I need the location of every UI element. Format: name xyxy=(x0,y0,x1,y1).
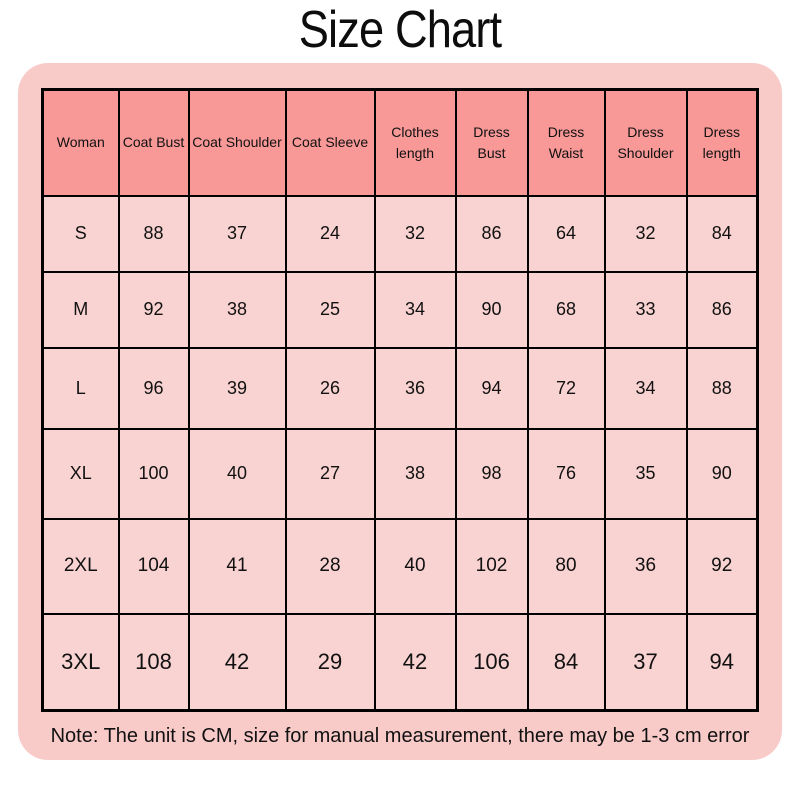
measurement-cell: 42 xyxy=(373,612,457,712)
measurement-cell: 64 xyxy=(526,194,606,273)
measurement-cell: 72 xyxy=(526,346,606,430)
measurement-cell: 38 xyxy=(373,427,457,520)
measurement-cell: 29 xyxy=(284,612,376,712)
measurement-cell: 94 xyxy=(685,612,759,712)
column-header-coat-bust: Coat Bust xyxy=(117,88,190,197)
measurement-cell: 28 xyxy=(284,517,376,615)
measurement-cell: 80 xyxy=(526,517,606,615)
measurement-cell: 40 xyxy=(187,427,287,520)
size-chart-card: Woman Coat Bust Coat Shoulder Coat Sleeve Cl… xyxy=(18,63,782,760)
column-header-clothes-length: Clothes length xyxy=(373,88,457,197)
table-row-s: S 88 37 24 32 86 64 32 84 xyxy=(41,194,759,273)
measurement-cell: 24 xyxy=(284,194,376,273)
measurement-cell: 37 xyxy=(603,612,688,712)
measurement-cell: 36 xyxy=(373,346,457,430)
measurement-cell: 38 xyxy=(187,270,287,349)
measurement-cell: 108 xyxy=(117,612,190,712)
measurement-cell: 84 xyxy=(526,612,606,712)
measurement-cell: 102 xyxy=(454,517,529,615)
table-row-m: M 92 38 25 34 90 68 33 86 xyxy=(41,270,759,349)
measurement-cell: 32 xyxy=(603,194,688,273)
measurement-cell: 104 xyxy=(117,517,190,615)
page-title: Size Chart xyxy=(298,1,502,59)
size-label-s: S xyxy=(41,194,120,273)
measurement-cell: 41 xyxy=(187,517,287,615)
measurement-cell: 92 xyxy=(117,270,190,349)
measurement-cell: 33 xyxy=(603,270,688,349)
column-header-coat-shoulder: Coat Shoulder xyxy=(187,88,287,197)
size-label-2xl: 2XL xyxy=(41,517,120,615)
header-row: Woman Coat Bust Coat Shoulder Coat Sleeve Cl… xyxy=(41,88,759,197)
column-header-dress-length: Dress length xyxy=(685,88,759,197)
measurement-cell: 94 xyxy=(454,346,529,430)
measurement-cell: 34 xyxy=(373,270,457,349)
table-row-3xl: 3XL 108 42 29 42 106 84 37 94 xyxy=(41,612,759,712)
column-header-coat-sleeve: Coat Sleeve xyxy=(284,88,376,197)
measurement-cell: 34 xyxy=(603,346,688,430)
size-label-xl: XL xyxy=(41,427,120,520)
measurement-cell: 86 xyxy=(454,194,529,273)
size-label-m: M xyxy=(41,270,120,349)
column-header-dress-shoulder: Dress Shoulder xyxy=(603,88,688,197)
measurement-cell: 36 xyxy=(603,517,688,615)
table-header: Woman Coat Bust Coat Shoulder Coat Sleeve Cl… xyxy=(41,88,759,197)
measurement-cell: 100 xyxy=(117,427,190,520)
column-header-dress-bust: Dress Bust xyxy=(454,88,529,197)
table-body: S 88 37 24 32 86 64 32 84 M 92 38 25 34 90 68 33 86 L 96 39 2… xyxy=(41,194,759,712)
measurement-cell: 88 xyxy=(685,346,759,430)
measurement-cell: 76 xyxy=(526,427,606,520)
measurement-cell: 106 xyxy=(454,612,529,712)
measurement-cell: 92 xyxy=(685,517,759,615)
measurement-cell: 37 xyxy=(187,194,287,273)
measurement-cell: 42 xyxy=(187,612,287,712)
column-header-dress-waist: Dress Waist xyxy=(526,88,606,197)
measurement-cell: 84 xyxy=(685,194,759,273)
measurement-cell: 86 xyxy=(685,270,759,349)
measurement-cell: 40 xyxy=(373,517,457,615)
size-label-3xl: 3XL xyxy=(41,612,120,712)
measurement-cell: 90 xyxy=(454,270,529,349)
measurement-cell: 88 xyxy=(117,194,190,273)
size-chart-table: Woman Coat Bust Coat Shoulder Coat Sleeve Cl… xyxy=(41,88,759,712)
measurement-cell: 68 xyxy=(526,270,606,349)
measurement-cell: 35 xyxy=(603,427,688,520)
table-row-2xl: 2XL 104 41 28 40 102 80 36 92 xyxy=(41,517,759,615)
column-header-woman: Woman xyxy=(41,88,120,197)
size-label-l: L xyxy=(41,346,120,430)
measurement-cell: 32 xyxy=(373,194,457,273)
measurement-cell: 25 xyxy=(284,270,376,349)
measurement-cell: 26 xyxy=(284,346,376,430)
note-text: Note: The unit is CM, size for manual me… xyxy=(50,724,750,747)
measurement-cell: 96 xyxy=(117,346,190,430)
table-row-l: L 96 39 26 36 94 72 34 88 xyxy=(41,346,759,430)
measurement-cell: 27 xyxy=(284,427,376,520)
measurement-cell: 90 xyxy=(685,427,759,520)
table-row-xl: XL 100 40 27 38 98 76 35 90 xyxy=(41,427,759,520)
measurement-cell: 98 xyxy=(454,427,529,520)
measurement-cell: 39 xyxy=(187,346,287,430)
